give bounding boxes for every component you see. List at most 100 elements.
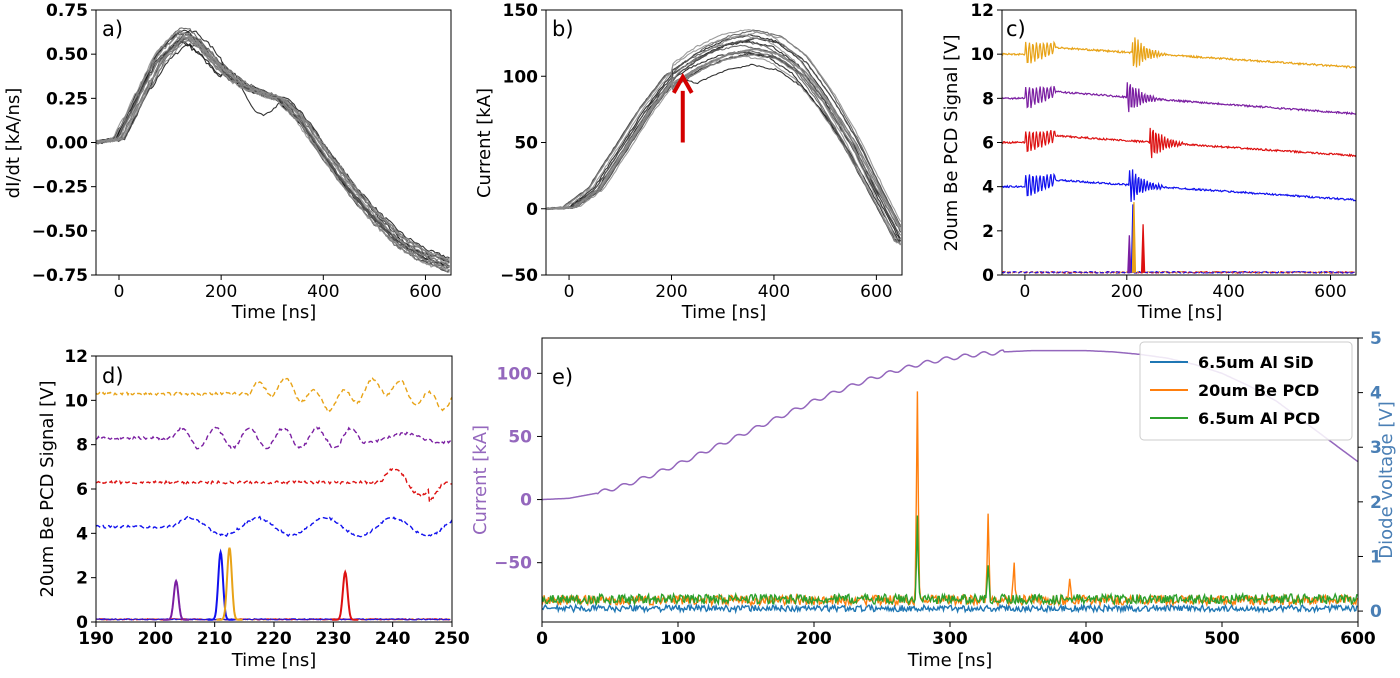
panel-b-ylabel: Current [kA] [474, 88, 495, 198]
panel-a-trace [96, 32, 450, 268]
panel-d-x-ticks: 190 200 210 220 230 240 250 [78, 622, 470, 649]
panel-e-ytick-label: 100 [497, 364, 533, 384]
panel-e-xtick-label: 400 [1068, 629, 1104, 649]
panel-b-trace [546, 31, 901, 222]
panel-e-ytick-label: −50 [494, 554, 532, 574]
panel-c-ytick-label: 4 [982, 178, 994, 198]
panel-b-ytick-label: 150 [503, 1, 539, 21]
panel-c-ytick-label: 6 [982, 134, 994, 154]
panel-e-y2tick-label: 3 [1370, 438, 1382, 458]
panel-b-label: b) [552, 17, 574, 41]
panel-a-traces [96, 27, 450, 273]
panel-c-xtick-label: 600 [1314, 282, 1346, 302]
panel-e-xlabel: Time [ns] [907, 650, 993, 671]
panel-a-ylabel: dI/dt [kA/ns] [3, 88, 24, 199]
panel-b-ytick-label: 0 [526, 200, 538, 220]
panel-a-xtick-label: 400 [307, 282, 339, 302]
panel-c-ytick-label: 0 [982, 266, 994, 286]
panel-d-xtick-label: 200 [138, 629, 174, 649]
panel-e-ylabel: Current [kA] [470, 425, 491, 535]
panel-d-xtick-label: 230 [316, 629, 352, 649]
panel-a-ytick-label: 0.75 [46, 1, 88, 21]
panel-a-x-ticks: 0 200 400 600 [114, 275, 442, 302]
panel-b-xtick-label: 400 [758, 282, 790, 302]
panel-d-xtick-label: 210 [197, 629, 233, 649]
panel-b-xtick-label: 600 [860, 282, 892, 302]
panel-c-ytick-label: 10 [970, 45, 994, 65]
panel-e-label: e) [552, 365, 573, 389]
panel-c-y-ticks: 0 2 4 6 8 10 12 [970, 1, 1002, 286]
panel-b-trace [546, 48, 901, 230]
panel-d-peak [163, 578, 190, 621]
panel-b-trace [546, 50, 901, 236]
panel-d-series [96, 376, 452, 413]
panel-c-ytick-label: 8 [982, 89, 994, 109]
panel-d-xtick-label: 250 [434, 629, 470, 649]
panel-d-xtick-label: 190 [78, 629, 114, 649]
panel-e-y2tick-label: 2 [1370, 493, 1382, 513]
panel-d-series [96, 515, 452, 538]
panel-c-xtick-label: 0 [1020, 282, 1031, 302]
panel-c-peak [1131, 202, 1137, 273]
panel-c-series [1002, 127, 1356, 159]
panel-d-xtick-label: 220 [256, 629, 292, 649]
panel-d-ytick-label: 2 [76, 569, 88, 589]
panel-e-y2label: Diode voltage [V] [1376, 401, 1397, 558]
panel-a-trace [96, 35, 450, 262]
panel-c-xtick-label: 200 [1111, 282, 1143, 302]
panel-c-label: c) [1006, 17, 1026, 41]
panel-e-x-ticks: 0 100 200 300 400 500 600 [536, 622, 1376, 649]
panel-b-trace [546, 63, 901, 245]
panel-a-y-ticks: −0.75 −0.50 −0.25 0.00 0.25 0.50 0.75 [32, 1, 96, 286]
panel-b-ytick-label: −50 [500, 266, 538, 286]
panel-a-ytick-label: −0.50 [32, 222, 88, 242]
panel-a-xtick-label: 0 [114, 282, 125, 302]
panel-e-xtick-label: 100 [660, 629, 696, 649]
panel-c-xtick-label: 400 [1212, 282, 1244, 302]
panel-d-series [96, 425, 452, 451]
panel-c-series [1002, 169, 1356, 202]
panel-e-y2-ticks: 0 1 2 3 4 5 [1358, 329, 1382, 622]
panel-b-trace [546, 44, 901, 242]
panel-d-ytick-label: 0 [76, 613, 88, 633]
panel-e-y-ticks: −50 0 50 100 [494, 364, 542, 574]
panel-c-peak [1140, 224, 1146, 273]
panel-e-xtick-label: 500 [1204, 629, 1240, 649]
legend-box [1139, 341, 1353, 441]
panel-b-xtick-label: 200 [655, 282, 687, 302]
panel-d-ylabel: 20um Be PCD Signal [V] [37, 380, 58, 597]
panel-a-xlabel: Time [ns] [231, 302, 317, 323]
panel-c: 0 200 400 600 0 2 4 6 8 10 12 c) Time [ns] 20um B… [941, 1, 1357, 323]
panel-e-y2tick-label: 0 [1370, 602, 1382, 622]
panel-b-xtick-label: 0 [564, 282, 575, 302]
panel-d: 190 200 210 220 230 240 250 0 2 4 6 8 10 12 d) Time … [37, 347, 470, 671]
panel-d-baseline [96, 618, 451, 621]
panel-e-y2tick-label: 5 [1370, 329, 1382, 349]
panel-e-ytick-label: 0 [520, 491, 532, 511]
panel-c-ytick-label: 12 [970, 1, 994, 21]
panel-d-ytick-label: 8 [76, 436, 88, 456]
panel-d-ytick-label: 10 [64, 391, 88, 411]
panel-e-xtick-label: 0 [536, 629, 548, 649]
panel-d-series [96, 467, 452, 505]
panel-b-xlabel: Time [ns] [681, 302, 767, 323]
panel-a-trace [96, 35, 450, 273]
legend-label: 6.5um Al SiD [1198, 353, 1314, 372]
panel-b-y-ticks: −50 0 50 100 150 [500, 1, 546, 286]
panel-d-peak [332, 569, 359, 621]
panel-b-trace [546, 40, 901, 244]
panel-c-series [1002, 37, 1356, 69]
legend-label: 6.5um Al PCD [1198, 409, 1320, 428]
panel-c-x-ticks: 0 200 400 600 [1020, 275, 1347, 302]
panel-e-diode-trace [542, 602, 1358, 615]
panel-d-y-ticks: 0 2 4 6 8 10 12 [64, 347, 96, 633]
panel-d-ytick-label: 12 [64, 347, 88, 367]
panel-d-xtick-label: 240 [375, 629, 411, 649]
panel-e-xtick-label: 200 [796, 629, 832, 649]
panel-e-xtick-label: 300 [932, 629, 968, 649]
panel-c-baseline [1002, 270, 1356, 274]
panel-b-red-arrow [672, 72, 694, 143]
panel-a-label: a) [102, 17, 123, 41]
